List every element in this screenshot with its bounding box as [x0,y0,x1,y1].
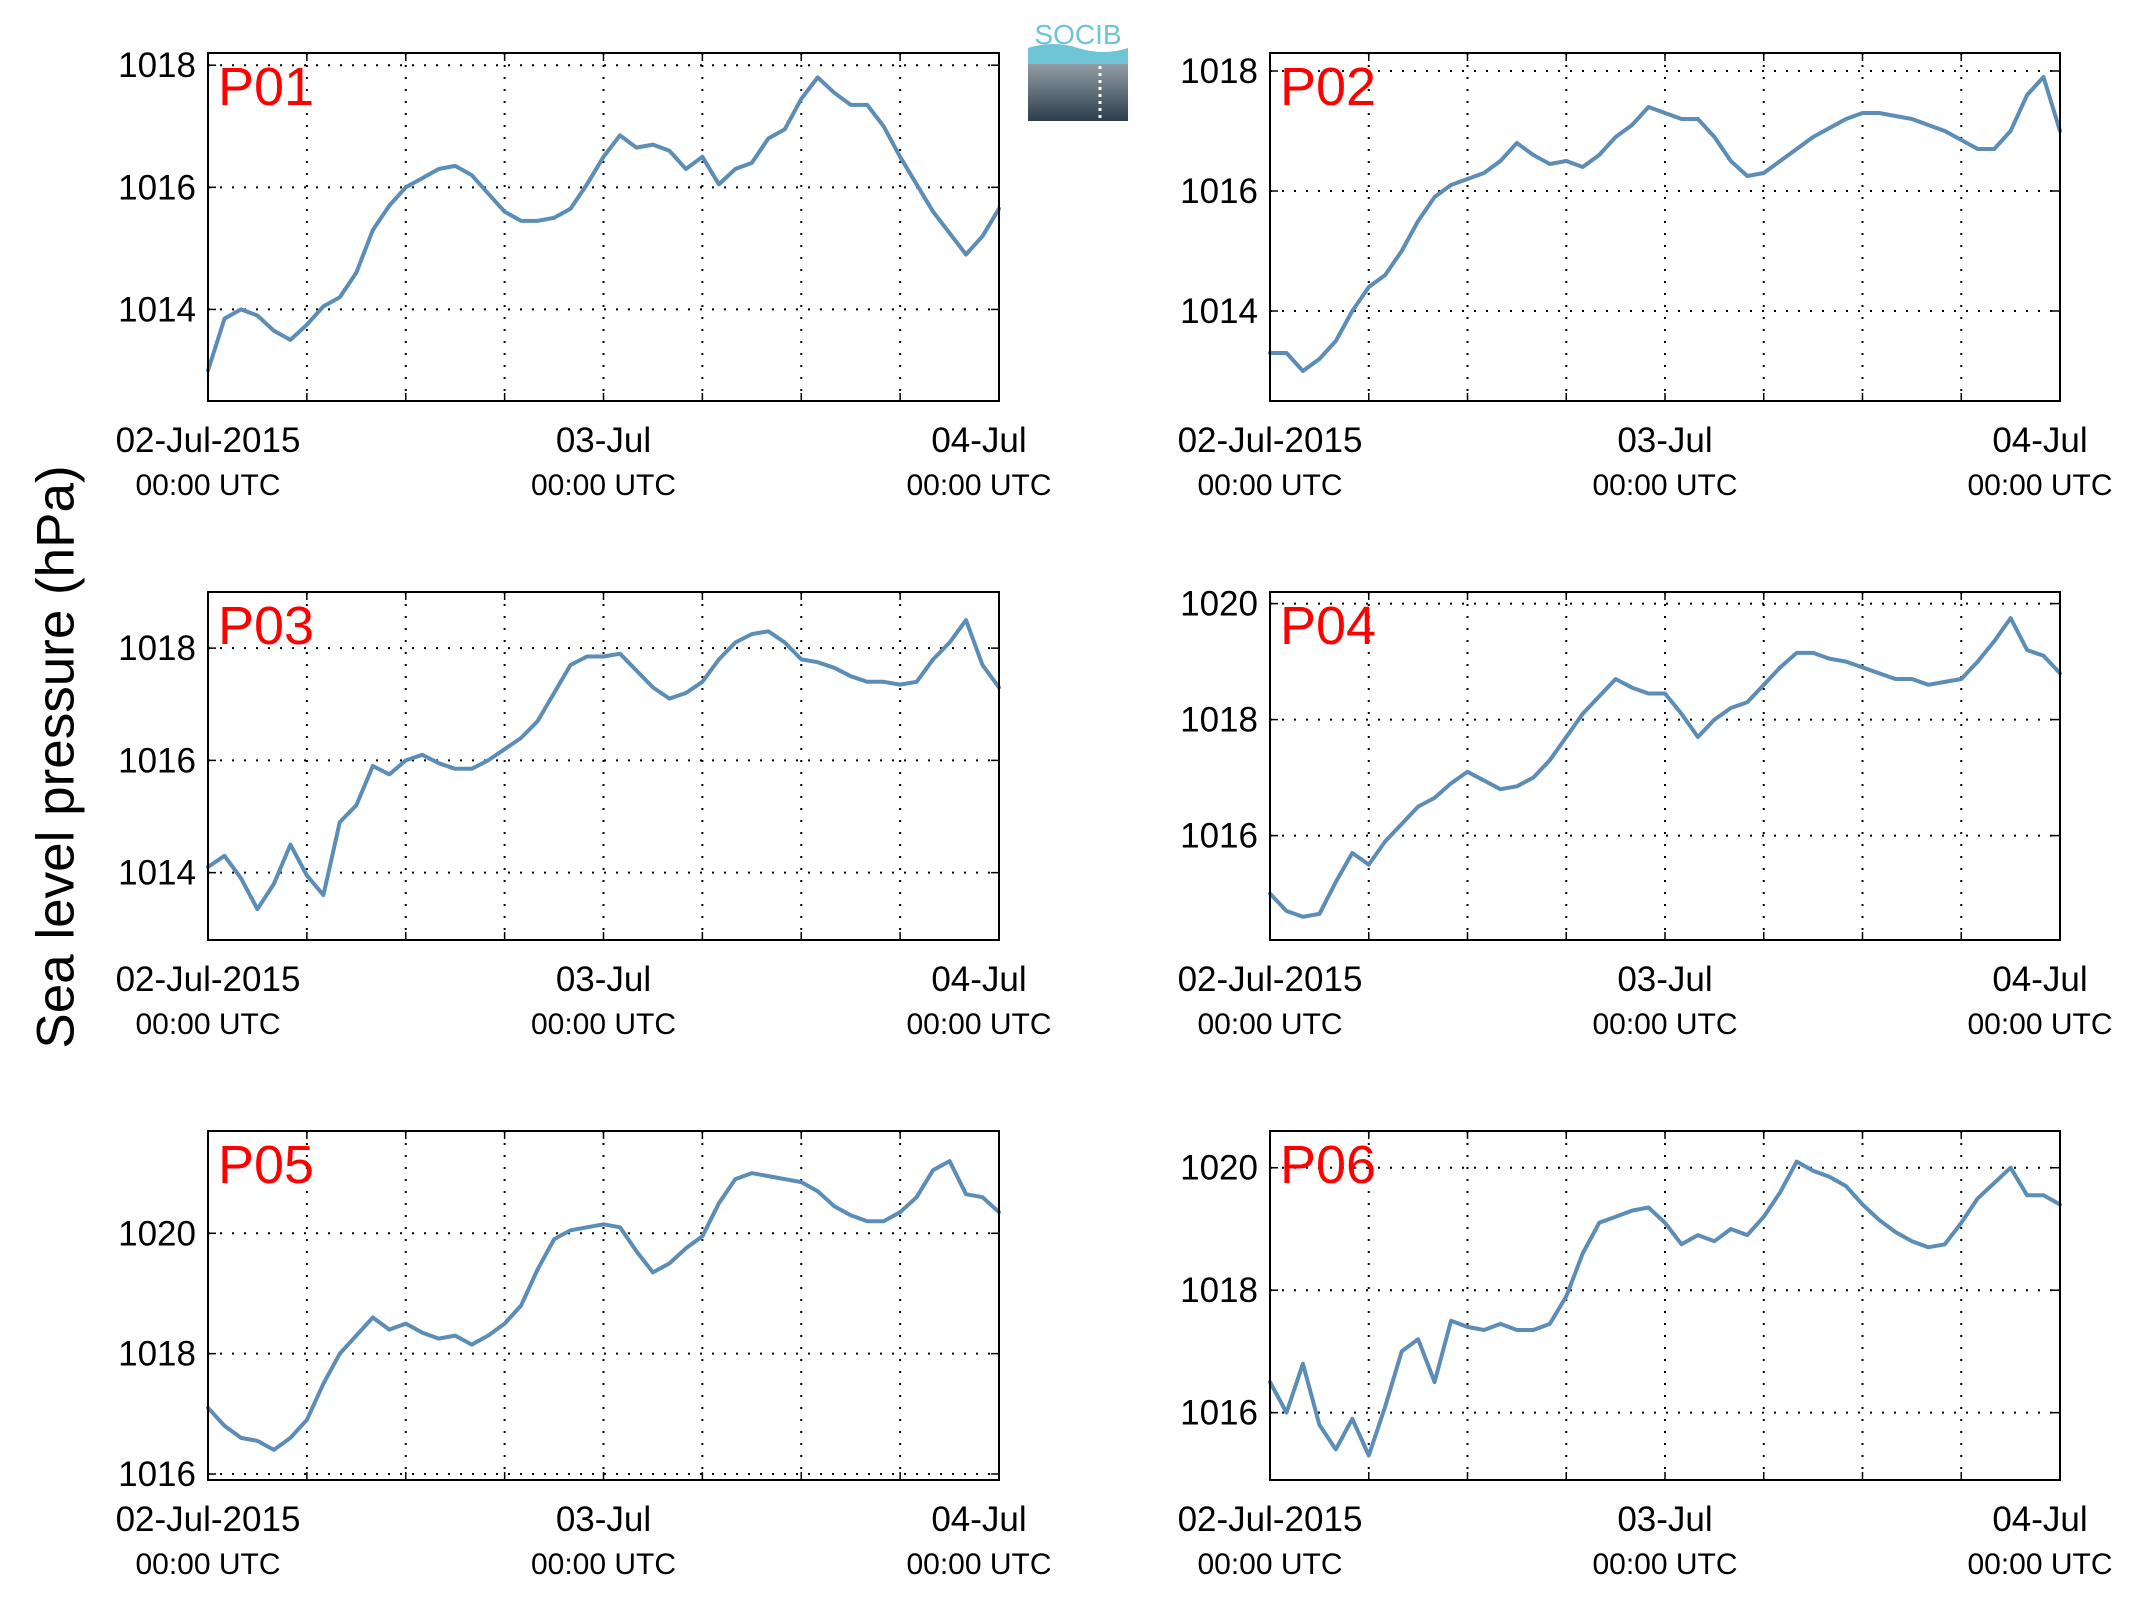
x-tick-sublabel: 00:00 UTC [1197,469,1342,502]
x-tick-label: 03-Jul [556,1500,651,1539]
x-tick-label: 02-Jul-2015 [1178,421,1363,460]
y-tick-label: 1016 [1180,1394,1258,1433]
y-tick-label: 1018 [1180,1271,1258,1310]
x-tick-label: 03-Jul [556,421,651,460]
y-tick-label: 1016 [1180,172,1258,211]
x-tick-label: 03-Jul [1617,421,1712,460]
x-tick-sublabel: 00:00 UTC [906,469,1051,502]
panel-label: P02 [1280,57,1376,117]
x-tick-label: 03-Jul [1617,1500,1712,1539]
x-tick-sublabel: 00:00 UTC [1967,1548,2112,1581]
panel-label: P05 [218,1135,314,1195]
panel-p03: 1014 1016 1018 02-Jul-2015 00:00 UTC 03-Jul 00… [116,591,1052,1041]
panel-p01: 1014 1016 1018 02-Jul-2015 00:00 UTC 03-Jul 00… [116,46,1052,502]
y-tick-label: 1016 [118,741,196,780]
series-line-p03 [206,618,1001,912]
x-tick-sublabel: 00:00 UTC [1197,1008,1342,1041]
x-tick-label: 04-Jul [1992,1500,2087,1539]
x-tick-sublabel: 00:00 UTC [1592,1548,1737,1581]
plot-frame [1269,591,2061,941]
x-tick-label: 02-Jul-2015 [116,421,301,460]
panel-label: P01 [218,57,314,117]
x-tick-sublabel: 00:00 UTC [1967,1008,2112,1041]
x-tick-sublabel: 00:00 UTC [906,1548,1051,1581]
logo-text: SOCIB [1034,20,1121,50]
socib-logo: SOCIB [1028,20,1128,121]
panel-label: P03 [218,596,314,656]
y-tick-label: 1018 [118,629,196,668]
x-tick-label: 02-Jul-2015 [116,960,301,999]
x-tick-sublabel: 00:00 UTC [531,469,676,502]
x-tick-label: 02-Jul-2015 [116,1500,301,1539]
x-tick-label: 02-Jul-2015 [1178,1500,1363,1539]
x-tick-label: 04-Jul [1992,421,2087,460]
x-tick-label: 04-Jul [931,421,1026,460]
plot-frame [207,591,1000,941]
y-tick-label: 1020 [1180,585,1258,624]
y-tick-label: 1018 [1180,52,1258,91]
x-tick-sublabel: 00:00 UTC [1592,1008,1737,1041]
series-line-p05 [206,1159,1001,1452]
x-tick-sublabel: 00:00 UTC [135,469,280,502]
shared-y-axis-label: Sea level pressure (hPa) [26,465,86,1049]
panel-p04: 1016 1018 1020 02-Jul-2015 00:00 UTC 03-Jul 00… [1178,585,2113,1041]
y-tick-label: 1016 [1180,817,1258,856]
panel-p06: 1016 1018 1020 02-Jul-2015 00:00 UTC 03-Jul 00… [1178,1130,2113,1581]
x-tick-label: 04-Jul [1992,960,2087,999]
y-tick-label: 1018 [118,46,196,85]
panel-p02: 1014 1016 1018 02-Jul-2015 00:00 UTC 03-Jul 00… [1178,52,2113,502]
x-tick-label: 04-Jul [931,1500,1026,1539]
series-line-p01 [206,75,1001,373]
y-tick-label: 1016 [118,168,196,207]
x-tick-sublabel: 00:00 UTC [1967,469,2112,502]
x-tick-sublabel: 00:00 UTC [135,1008,280,1041]
plot-frame [1269,52,2061,402]
x-tick-sublabel: 00:00 UTC [906,1008,1051,1041]
x-tick-sublabel: 00:00 UTC [531,1548,676,1581]
x-tick-sublabel: 00:00 UTC [1197,1548,1342,1581]
x-tick-sublabel: 00:00 UTC [1592,469,1737,502]
x-tick-label: 03-Jul [1617,960,1712,999]
plot-frame [207,52,1000,402]
panel-p05: 1016 1018 1020 02-Jul-2015 00:00 UTC 03-Jul 00… [116,1130,1052,1581]
y-tick-label: 1014 [1180,292,1258,331]
y-tick-label: 1018 [1180,701,1258,740]
series-line-p06 [1268,1159,2062,1458]
x-tick-sublabel: 00:00 UTC [135,1548,280,1581]
x-tick-label: 04-Jul [931,960,1026,999]
series-line-p04 [1268,616,2062,919]
panel-label: P04 [1280,596,1376,656]
y-tick-label: 1014 [118,854,196,893]
plot-frame [1269,1130,2061,1481]
y-tick-label: 1020 [118,1214,196,1253]
y-tick-label: 1014 [118,290,196,329]
y-tick-label: 1016 [118,1455,196,1494]
y-tick-label: 1020 [1180,1149,1258,1188]
x-tick-label: 02-Jul-2015 [1178,960,1363,999]
series-line-p02 [1268,75,2062,373]
panel-label: P06 [1280,1135,1376,1195]
x-tick-label: 03-Jul [556,960,651,999]
plot-frame [207,1130,1000,1481]
x-tick-sublabel: 00:00 UTC [531,1008,676,1041]
y-tick-label: 1018 [118,1335,196,1374]
